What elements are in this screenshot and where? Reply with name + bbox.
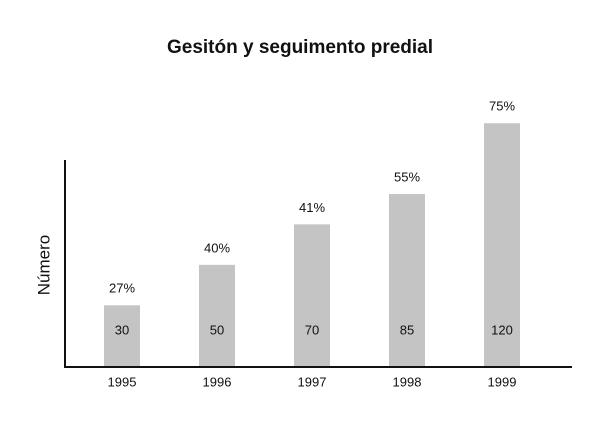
annotation: 27% [109, 281, 135, 296]
bar [484, 123, 520, 366]
annotation: 41% [299, 200, 325, 215]
value-label: 85 [400, 322, 414, 337]
x-tick-label: 1997 [298, 374, 327, 389]
x-tick-label: 1999 [488, 374, 517, 389]
bar [199, 264, 235, 366]
y-axis-label: Número [34, 235, 53, 295]
chart-title: Gesitón y seguimento predial [167, 37, 433, 58]
x-tick-label: 1995 [108, 374, 137, 389]
value-label: 30 [115, 322, 129, 337]
annotation: 75% [489, 99, 515, 114]
annotation: 55% [394, 169, 420, 184]
bar [389, 194, 425, 366]
x-tick-label: 1998 [393, 374, 422, 389]
value-label: 70 [305, 322, 319, 337]
value-label: 120 [491, 322, 513, 337]
bar [294, 224, 330, 366]
x-tick-label: 1996 [203, 374, 232, 389]
annotation: 40% [204, 240, 230, 255]
value-label: 50 [210, 322, 224, 337]
bar [104, 305, 140, 366]
